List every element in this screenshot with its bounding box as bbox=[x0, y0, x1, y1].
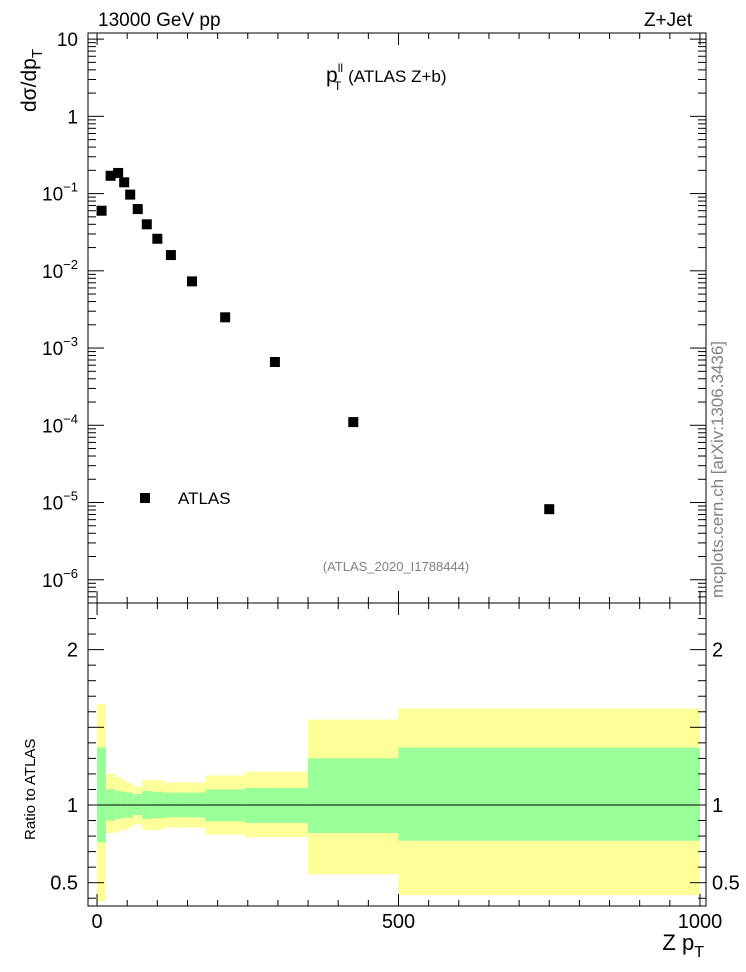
ratio-y-tick-label-right: 2 bbox=[712, 640, 723, 662]
data-point-7 bbox=[152, 233, 163, 244]
ratio-y-tick-label-right: 0.5 bbox=[712, 873, 740, 895]
main-frame bbox=[87, 32, 707, 604]
data-point-8 bbox=[165, 250, 176, 261]
ratio-band-inner-13 bbox=[398, 747, 700, 841]
ratio-y-tick-label-left: 2 bbox=[67, 640, 78, 662]
y-tick-label: 10−4 bbox=[42, 411, 78, 437]
data-point-5 bbox=[132, 204, 143, 215]
y-tick-label: 10−1 bbox=[42, 180, 78, 206]
y-tick-label: 1 bbox=[67, 107, 78, 128]
main-y-axis-label: dσ/dpT bbox=[18, 49, 46, 112]
y-tick-label: 10−2 bbox=[42, 257, 78, 283]
legend-label: ATLAS bbox=[178, 489, 231, 508]
analysis-annotation: (ATLAS_2020_I1788444) bbox=[323, 559, 469, 574]
x-tick-label: 0 bbox=[91, 911, 102, 933]
ratio-band-inner-12 bbox=[308, 758, 399, 833]
ratio-y-tick-label-right: 1 bbox=[712, 795, 723, 817]
data-point-4 bbox=[125, 189, 136, 200]
data-point-6 bbox=[141, 219, 152, 230]
data-point-3 bbox=[119, 177, 130, 188]
ratio-y-tick-label-left: 1 bbox=[67, 795, 78, 817]
plot-title: pll T (ATLAS Z+b) bbox=[326, 61, 447, 93]
y-tick-label: 10−5 bbox=[42, 489, 78, 515]
ratio-y-tick-label-left: 0.5 bbox=[50, 873, 78, 895]
x-axis-title: Z pT bbox=[662, 930, 704, 961]
data-point-2 bbox=[113, 167, 124, 178]
legend-marker bbox=[140, 493, 150, 503]
side-credit-text: mcplots.cern.ch [arXiv:1306.3436] bbox=[708, 340, 727, 598]
x-tick-label: 500 bbox=[382, 911, 415, 933]
data-point-10 bbox=[220, 312, 231, 323]
y-tick-label: 10−3 bbox=[42, 334, 78, 360]
x-tick-label: 1000 bbox=[678, 911, 723, 933]
main-panel: 10 1 10−1 10−2 10−3 10−4 10−5 10−6 bbox=[42, 30, 707, 604]
header-right-label: Z+Jet bbox=[644, 10, 693, 31]
data-point-11 bbox=[269, 356, 280, 367]
data-point-9 bbox=[187, 276, 198, 287]
data-point-0 bbox=[96, 205, 107, 216]
ratio-frame bbox=[87, 602, 707, 907]
ratio-band-inner-0 bbox=[97, 747, 107, 843]
y-tick-label: 10 bbox=[57, 30, 78, 51]
header-left-label: 13000 GeV pp bbox=[98, 10, 221, 31]
y-tick-label: 10−6 bbox=[42, 566, 78, 592]
data-point-1 bbox=[105, 170, 116, 181]
ratio-y-axis-label: Ratio to ATLAS bbox=[22, 739, 39, 840]
ratio-panel: 0 500 1000 0.5 0.5 1 1 2 2 bbox=[50, 591, 740, 933]
data-point-12 bbox=[348, 417, 359, 428]
data-point-13 bbox=[544, 504, 555, 515]
